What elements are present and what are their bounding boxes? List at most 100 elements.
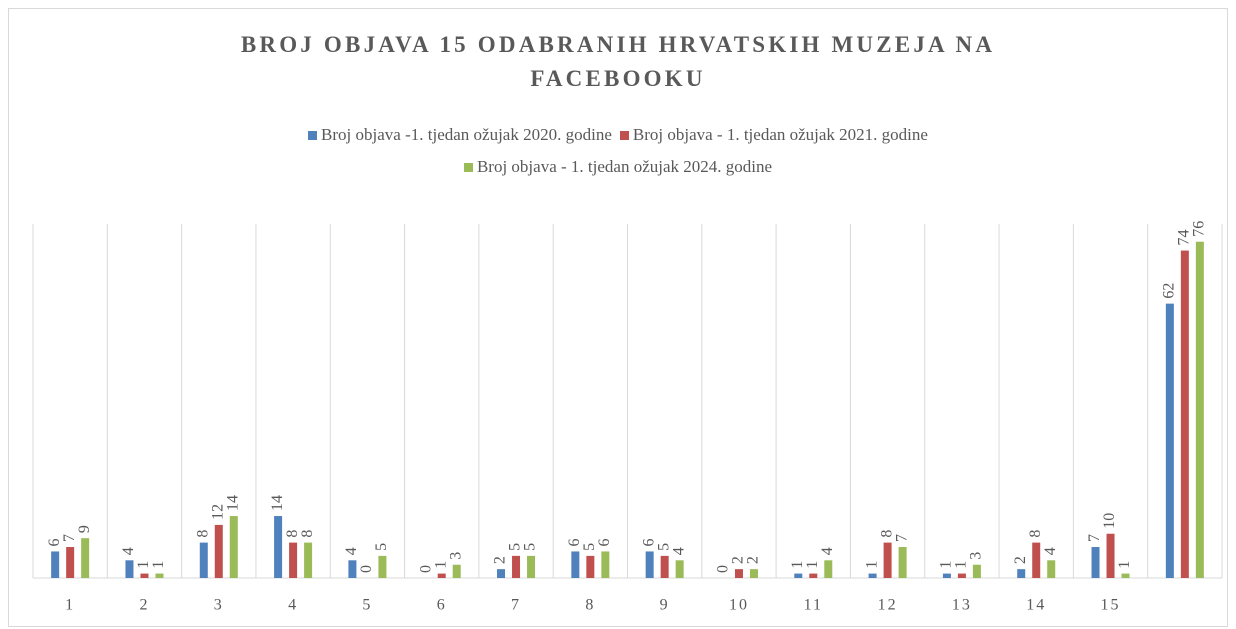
bar [1017,569,1026,578]
data-label: 2 [1012,556,1029,564]
legend-swatch [463,162,473,172]
bar [972,564,981,578]
data-label: 8 [299,530,316,538]
bar [51,551,60,578]
data-label: 4 [120,547,137,555]
data-label: 1 [804,561,821,569]
bar [1195,241,1204,578]
x-tick-label: 10 [729,597,749,614]
bar [214,524,223,578]
x-tick-label: 1 [65,597,75,614]
data-label: 5 [373,543,390,551]
data-label: 1 [789,561,806,569]
data-label: 3 [447,552,464,560]
data-label: 12 [209,504,226,520]
bar [957,573,966,578]
bar [1032,542,1041,578]
bar [601,551,610,578]
bar [437,573,446,578]
data-label: 5 [522,543,539,551]
bar [645,551,654,578]
x-tick-label: 5 [362,597,372,614]
legend-item: Broj objava - 1. tjedan ožujak 2024. god… [463,157,773,177]
data-label: 1 [1116,561,1133,569]
data-label: 4 [819,547,836,555]
bar [809,573,818,578]
bar [512,555,521,578]
bar [794,573,803,578]
data-label: 1 [150,561,167,569]
data-label: 8 [194,530,211,538]
x-tick-label: 9 [660,597,670,614]
data-label: 3 [968,552,985,560]
x-tick-label: 3 [214,597,224,614]
data-label: 7 [1086,534,1103,542]
data-label: 5 [507,543,524,551]
x-tick-label: 15 [1101,597,1121,614]
data-label: 5 [655,543,672,551]
bar [125,560,134,578]
data-label: 1 [135,561,152,569]
x-tick-label: 13 [952,597,972,614]
x-tick-label: 14 [1026,597,1046,614]
data-label: 4 [343,547,360,555]
chart-title: BROJ OBJAVA 15 ODABRANIH HRVATSKIH MUZEJ… [240,32,996,91]
bar [586,555,595,578]
data-label: 0 [417,565,434,573]
data-label: 10 [1101,513,1118,529]
bar [571,551,580,578]
legend-swatch [308,130,318,140]
data-label: 1 [863,561,880,569]
data-label: 9 [76,525,93,533]
data-label: 74 [1176,230,1193,246]
bar [660,555,669,578]
bar [66,547,75,578]
data-label: 7 [893,534,910,542]
bar [942,573,951,578]
legend-swatch [619,130,629,140]
data-label: 4 [670,547,687,555]
bar [274,516,283,578]
x-tick-label: 7 [511,597,521,614]
data-label: 6 [46,538,63,546]
bar [155,573,164,578]
legend-item: Broj objava - 1. tjedan ožujak 2021. god… [619,125,928,145]
data-label: 6 [566,538,583,546]
bar [675,560,684,578]
data-label: 1 [938,561,955,569]
bar [527,555,536,578]
bar [898,547,907,578]
bar [1121,573,1130,578]
bar [1091,547,1100,578]
x-tick-label: 11 [804,597,823,614]
bar [140,573,149,578]
bar [81,538,90,578]
bar [1047,560,1056,578]
bar [497,569,506,578]
x-tick-label: 2 [139,597,149,614]
x-tick-label: 12 [878,597,898,614]
data-label: 8 [878,530,895,538]
x-tick-label: 6 [437,597,447,614]
legend-label: Broj objava -1. tjedan ožujak 2020. godi… [321,125,612,144]
data-label: 14 [269,495,286,511]
bar [883,542,892,578]
data-label: 0 [715,565,732,573]
legend-label: Broj objava - 1. tjedan ožujak 2021. god… [632,125,928,144]
data-label: 76 [1191,221,1208,237]
bar [824,560,833,578]
data-label: 62 [1161,283,1178,299]
legend-label: Broj objava - 1. tjedan ožujak 2024. god… [476,157,773,176]
data-label: 8 [284,530,301,538]
data-label: 2 [745,556,762,564]
data-label: 5 [581,543,598,551]
bar [378,555,387,578]
bar [749,569,758,578]
chart-frame [8,8,1228,627]
data-label: 14 [224,495,241,511]
x-tick-label: 8 [585,597,595,614]
bar [1165,303,1174,578]
data-label: 2 [492,556,509,564]
